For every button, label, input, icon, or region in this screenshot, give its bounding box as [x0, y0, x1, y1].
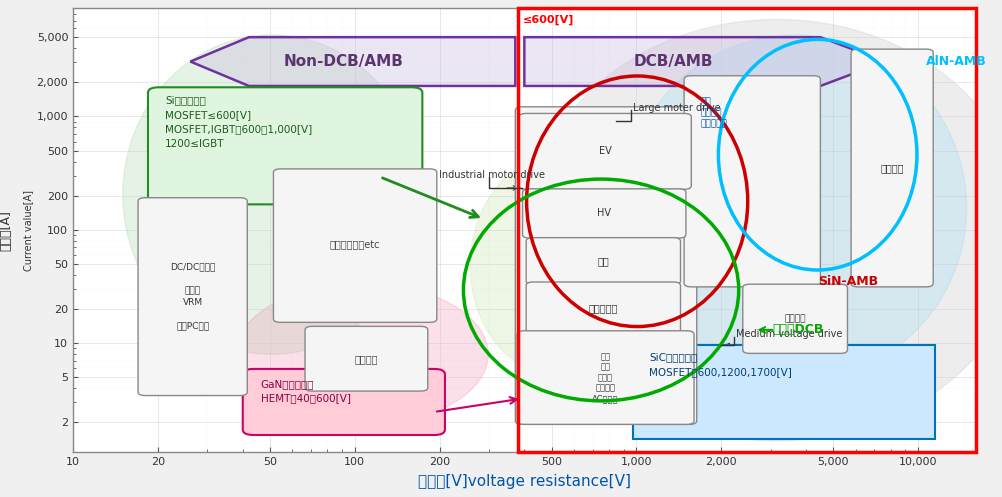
FancyBboxPatch shape	[632, 345, 935, 438]
Ellipse shape	[470, 155, 650, 376]
Text: DCB/AMB: DCB/AMB	[633, 54, 713, 69]
Text: Medium voltage drive: Medium voltage drive	[736, 330, 843, 339]
Polygon shape	[524, 37, 886, 86]
Polygon shape	[190, 37, 515, 86]
Text: Large moter drive: Large moter drive	[632, 103, 720, 113]
Text: Industrial motor drive: Industrial motor drive	[439, 169, 545, 179]
Ellipse shape	[529, 19, 1002, 441]
FancyBboxPatch shape	[515, 107, 696, 424]
Text: ≤600[V]: ≤600[V]	[523, 15, 574, 25]
FancyBboxPatch shape	[305, 327, 428, 391]
FancyBboxPatch shape	[742, 284, 848, 353]
Text: AlN-AMB: AlN-AMB	[926, 55, 987, 68]
FancyBboxPatch shape	[851, 49, 933, 287]
Text: 电流值[A]: 电流值[A]	[0, 210, 12, 250]
FancyBboxPatch shape	[274, 169, 437, 323]
Ellipse shape	[623, 35, 967, 381]
Ellipse shape	[235, 283, 488, 425]
Text: SiN-AMB: SiN-AMB	[818, 275, 878, 288]
Text: 移动电源: 移动电源	[355, 354, 378, 364]
Text: SiC功率半导体
MOSFET：600,1200,1700[V]: SiC功率半导体 MOSFET：600,1200,1700[V]	[649, 352, 792, 377]
FancyBboxPatch shape	[526, 238, 680, 285]
X-axis label: 耐电压[V]voltage resistance[V]: 耐电压[V]voltage resistance[V]	[418, 474, 631, 489]
Text: 电源: 电源	[597, 256, 609, 266]
Text: DC/DC转换器

路由器
VRM

移动PC电源: DC/DC转换器 路由器 VRM 移动PC电源	[170, 262, 215, 331]
Text: HV: HV	[597, 208, 611, 219]
Text: Non-DCB/AMB: Non-DCB/AMB	[284, 54, 404, 69]
Text: Current value[A]: Current value[A]	[23, 189, 33, 270]
FancyBboxPatch shape	[517, 331, 694, 424]
Text: 汽车控制机器etc: 汽车控制机器etc	[330, 241, 381, 250]
Text: EV: EV	[599, 147, 611, 157]
Text: GaN功率半导体
HEMT：40～600[V]: GaN功率半导体 HEMT：40～600[V]	[261, 379, 351, 404]
Text: 风力发电: 风力发电	[785, 314, 806, 324]
Bar	[518, 8, 976, 452]
Text: 电梯
钢铁轧钢
高速变频器: 电梯 钢铁轧钢 高速变频器	[700, 97, 727, 128]
Text: Si功率半导体
MOSFET≤600[V]
MOSFET,IGBT：600～1,000[V]
1200≤IGBT: Si功率半导体 MOSFET≤600[V] MOSFET,IGBT：600～1,…	[165, 95, 313, 149]
FancyBboxPatch shape	[519, 113, 691, 189]
Text: 空调
冰箱
洗衣机
开关电源
AC适配器: 空调 冰箱 洗衣机 开关电源 AC适配器	[592, 352, 619, 403]
Text: 直流送电: 直流送电	[881, 163, 904, 173]
FancyBboxPatch shape	[526, 282, 680, 333]
Text: 氧化铝DCB: 氧化铝DCB	[773, 324, 824, 336]
FancyBboxPatch shape	[148, 87, 423, 204]
FancyBboxPatch shape	[242, 369, 445, 435]
FancyBboxPatch shape	[684, 76, 821, 287]
FancyBboxPatch shape	[138, 198, 247, 396]
Ellipse shape	[122, 35, 421, 354]
Text: 太阳能发电: 太阳能发电	[588, 303, 618, 313]
FancyBboxPatch shape	[523, 189, 686, 238]
